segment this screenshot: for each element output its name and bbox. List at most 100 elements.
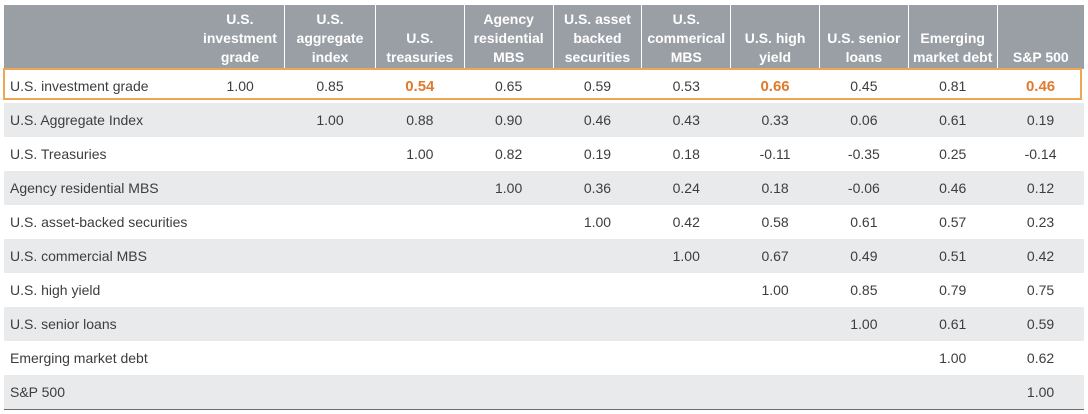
empty-cell [464, 205, 554, 239]
correlation-value: 1.00 [641, 239, 731, 273]
header-corner [4, 5, 196, 69]
correlation-value: 0.62 [997, 341, 1084, 375]
column-header: U.S. senior loans [819, 5, 909, 69]
correlation-value: 0.53 [641, 69, 731, 103]
empty-cell [284, 205, 376, 239]
table-row: S&P 500 1.00 [4, 375, 1084, 410]
correlation-value: 1.00 [908, 341, 998, 375]
correlation-value: 0.61 [819, 205, 909, 239]
row-label: U.S. Aggregate Index [4, 103, 196, 137]
column-header: U.S. aggregate index [284, 5, 376, 69]
empty-cell [375, 171, 465, 205]
table-row: U.S. senior loans 1.00 0.61 0.59 [4, 307, 1084, 341]
correlation-value: 0.51 [908, 239, 998, 273]
correlation-value: 1.00 [284, 103, 376, 137]
correlation-value: 0.46 [908, 171, 998, 205]
column-header: Agency residential MBS [464, 5, 554, 69]
correlation-value: 0.45 [819, 69, 909, 103]
column-header: U.S. investment grade [195, 5, 286, 69]
table-row: U.S. investment grade 1.00 0.85 0.54 0.65 0.5… [4, 69, 1084, 103]
correlation-value: 0.90 [464, 103, 554, 137]
correlation-value: 0.67 [730, 239, 820, 273]
empty-cell [195, 375, 285, 410]
empty-cell [375, 307, 465, 341]
table-row: Emerging market debt 1.00 0.62 [4, 341, 1084, 375]
correlation-value: 0.59 [553, 69, 642, 103]
empty-cell [284, 171, 376, 205]
column-header: U.S. high yield [730, 5, 820, 69]
correlation-value: 0.85 [284, 69, 376, 103]
empty-cell [641, 375, 731, 410]
column-header: U.S. asset backed securities [553, 5, 643, 69]
correlation-value: 0.79 [908, 273, 998, 307]
correlation-table: U.S. investment grade U.S. aggregate inde… [4, 5, 1084, 410]
empty-cell [464, 239, 554, 273]
empty-cell [375, 341, 465, 375]
empty-cell [284, 137, 376, 171]
empty-cell [195, 103, 285, 137]
empty-cell [553, 307, 642, 341]
empty-cell [195, 273, 285, 307]
empty-cell [730, 307, 820, 341]
correlation-value: 1.00 [464, 171, 554, 205]
correlation-value: -0.11 [730, 137, 820, 171]
column-header: Emerging market debt [908, 5, 998, 69]
empty-cell [464, 307, 554, 341]
correlation-value: 1.00 [195, 69, 285, 103]
correlation-value: -0.14 [997, 137, 1084, 171]
correlation-value: 1.00 [375, 137, 465, 171]
empty-cell [375, 273, 465, 307]
table-row: U.S. commercial MBS 1.00 0.67 0.49 0.51 0.42 [4, 239, 1084, 273]
correlation-value: 0.65 [464, 69, 554, 103]
column-header: S&P 500 [997, 5, 1084, 69]
column-header: U.S. commerical MBS [641, 5, 732, 69]
correlation-value: 0.19 [997, 103, 1084, 137]
correlation-value: 0.54 [375, 69, 465, 103]
empty-cell [195, 205, 285, 239]
empty-cell [464, 341, 554, 375]
table-row: U.S. Aggregate Index 1.00 0.88 0.90 0.46 0.43… [4, 103, 1084, 137]
column-header: U.S. treasuries [375, 5, 465, 69]
empty-cell [284, 307, 376, 341]
empty-cell [284, 273, 376, 307]
row-label: U.S. senior loans [4, 307, 196, 341]
correlation-value: 0.12 [997, 171, 1084, 205]
correlation-value: 0.43 [641, 103, 731, 137]
correlation-value: 0.58 [730, 205, 820, 239]
empty-cell [730, 375, 820, 410]
correlation-value: 1.00 [819, 307, 909, 341]
correlation-value: 0.81 [908, 69, 998, 103]
correlation-value: 0.42 [641, 205, 731, 239]
row-label: Emerging market debt [4, 341, 196, 375]
empty-cell [819, 341, 909, 375]
table-row: U.S. high yield 1.00 0.85 0.79 0.75 [4, 273, 1084, 307]
correlation-value: 0.88 [375, 103, 465, 137]
empty-cell [464, 273, 554, 307]
empty-cell [641, 273, 731, 307]
correlation-value: 0.24 [641, 171, 731, 205]
correlation-value: 0.82 [464, 137, 554, 171]
empty-cell [195, 171, 285, 205]
empty-cell [284, 341, 376, 375]
table-body: U.S. investment grade 1.00 0.85 0.54 0.65 0.5… [4, 69, 1084, 410]
empty-cell [553, 375, 642, 410]
empty-cell [284, 375, 376, 410]
correlation-value: 0.25 [908, 137, 998, 171]
correlation-value: 0.59 [997, 307, 1084, 341]
empty-cell [641, 307, 731, 341]
table-row: U.S. Treasuries 1.00 0.82 0.19 0.18 -0.11 -0.3… [4, 137, 1084, 171]
row-label: U.S. Treasuries [4, 137, 196, 171]
correlation-value: 0.49 [819, 239, 909, 273]
empty-cell [730, 341, 820, 375]
correlation-value: 0.75 [997, 273, 1084, 307]
correlation-value: 0.61 [908, 103, 998, 137]
header-row: U.S. investment grade U.S. aggregate inde… [4, 5, 1084, 69]
correlation-value: 0.57 [908, 205, 998, 239]
table-row: U.S. asset-backed securities 1.00 0.42 0.58… [4, 205, 1084, 239]
empty-cell [553, 239, 642, 273]
empty-cell [375, 375, 465, 410]
correlation-value: 0.33 [730, 103, 820, 137]
correlation-value: 0.42 [997, 239, 1084, 273]
empty-cell [375, 239, 465, 273]
